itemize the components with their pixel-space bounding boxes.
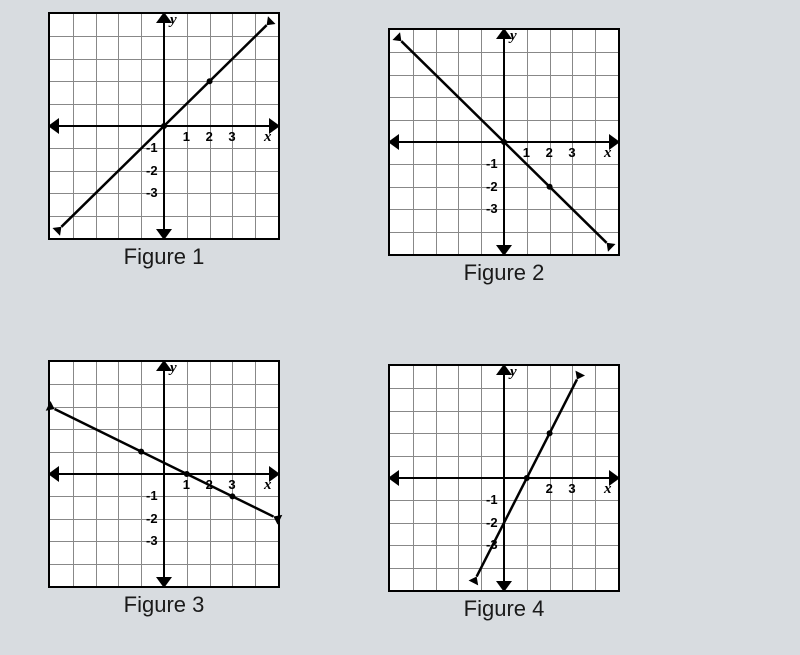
fig1-graph: 123-1-2-3yx — [48, 12, 280, 240]
fig2-panel: 123-1-2-3yx Figure 2 — [388, 28, 620, 286]
fig1-caption: Figure 1 — [48, 244, 280, 270]
page-container: 123-1-2-3yxFigure 1123-1-2-3yxFigure 212… — [0, 0, 800, 655]
fig1-panel: 123-1-2-3yx Figure 1 — [48, 12, 280, 270]
fig3-caption: Figure 3 — [48, 592, 280, 618]
fig2-graph: 123-1-2-3yx — [388, 28, 620, 256]
fig4-panel: 23-1-2-3yx Figure 4 — [388, 364, 620, 622]
fig2-line-svg — [390, 30, 618, 254]
fig2-caption: Figure 2 — [388, 260, 620, 286]
fig1-line-svg — [50, 14, 278, 238]
fig4-graph: 23-1-2-3yx — [388, 364, 620, 592]
fig4-line-svg — [390, 366, 618, 590]
fig3-panel: 123-1-2-3yx Figure 3 — [48, 360, 280, 618]
fig3-graph: 123-1-2-3yx — [48, 360, 280, 588]
fig4-caption: Figure 4 — [388, 596, 620, 622]
fig3-line-svg — [50, 362, 278, 586]
